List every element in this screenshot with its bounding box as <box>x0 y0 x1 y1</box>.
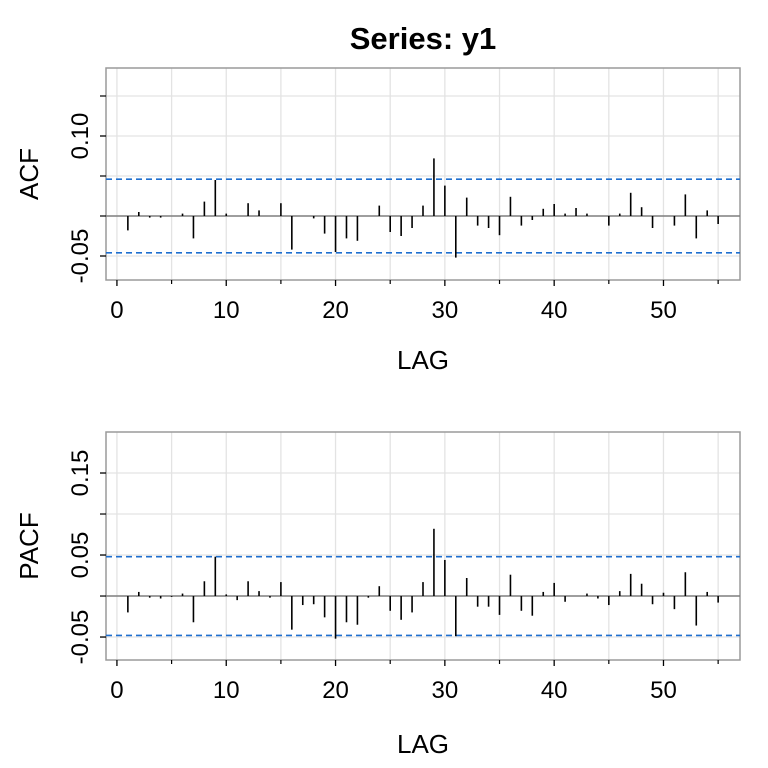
plot-frame <box>105 67 741 281</box>
pacf-panel: 0 10 20 30 40 50 -0.05 0.05 0.15 PACF LAG <box>14 431 741 759</box>
x-tick-label: 30 <box>432 297 459 324</box>
x-tick-label: 0 <box>110 677 123 704</box>
y-axis-label: PACF <box>14 512 44 579</box>
y-axis-label: ACF <box>14 148 44 200</box>
acf-panel: 0 10 20 30 40 50 -0.05 0.10 ACF LAG <box>14 67 741 375</box>
y-tick-label: 0.05 <box>67 532 94 579</box>
x-tick-label: 0 <box>110 297 123 324</box>
chart-title: Series: y1 <box>350 21 497 56</box>
x-axis-label: LAG <box>397 729 449 759</box>
x-tick-label: 20 <box>322 677 349 704</box>
y-tick-label: -0.05 <box>67 229 94 284</box>
x-tick-label: 50 <box>650 297 677 324</box>
x-tick-label: 30 <box>432 677 459 704</box>
y-tick-label: 0.15 <box>67 450 94 497</box>
y-tick-label: -0.05 <box>67 610 94 665</box>
plot-frame <box>105 431 741 661</box>
x-tick-label: 40 <box>541 677 568 704</box>
y-tick-label: 0.10 <box>67 113 94 160</box>
x-tick-label: 20 <box>322 297 349 324</box>
x-tick-label: 10 <box>213 297 240 324</box>
x-axis-label: LAG <box>397 345 449 375</box>
x-tick-label: 10 <box>213 677 240 704</box>
x-tick-label: 40 <box>541 297 568 324</box>
x-tick-label: 50 <box>650 677 677 704</box>
